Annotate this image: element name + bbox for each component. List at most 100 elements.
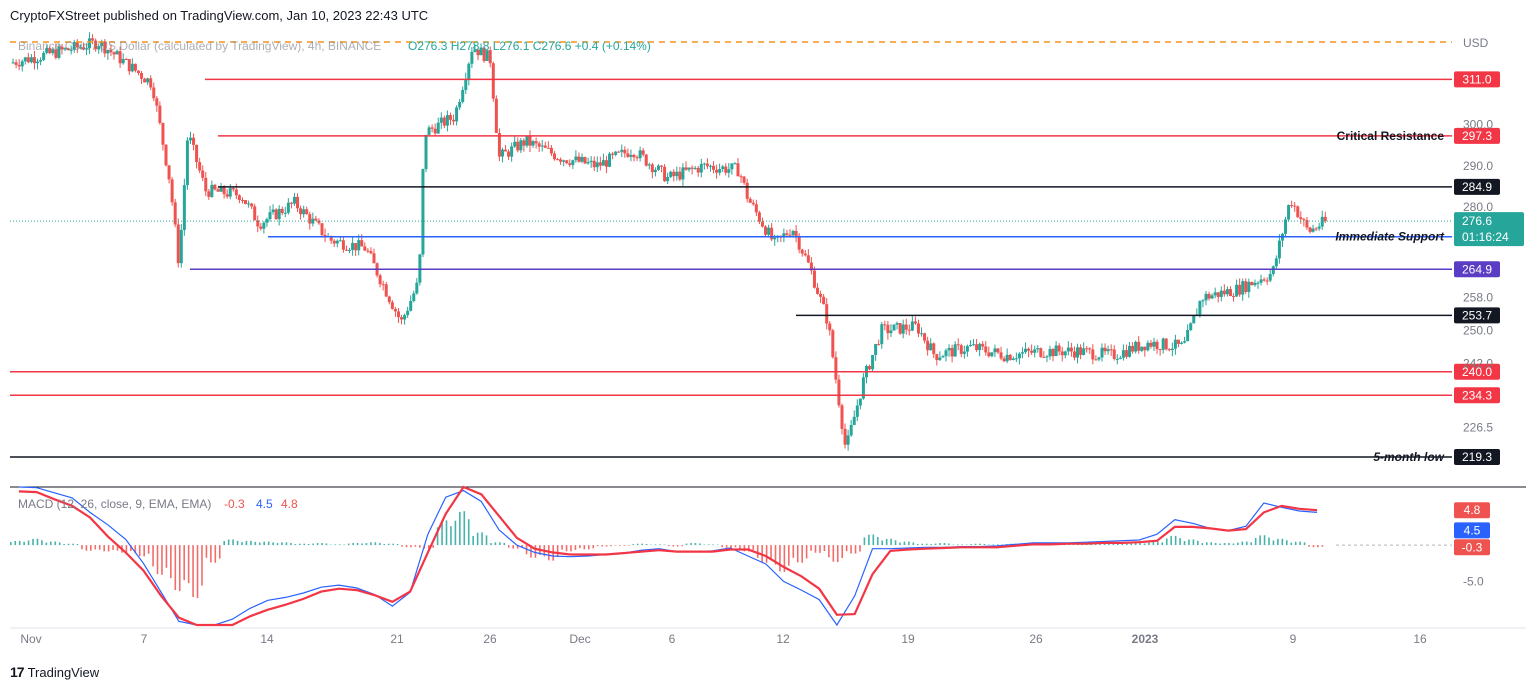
candle xyxy=(580,153,584,164)
candle xyxy=(1124,344,1128,359)
candle-body xyxy=(84,48,88,50)
candle xyxy=(608,151,612,168)
candle-body xyxy=(1265,280,1269,282)
candle xyxy=(1020,347,1024,359)
candle-body xyxy=(1002,358,1006,362)
candle xyxy=(880,321,884,349)
candle-body xyxy=(1238,284,1242,295)
candle xyxy=(280,206,284,216)
candle-body xyxy=(344,249,348,251)
candle xyxy=(623,146,627,158)
candle xyxy=(715,164,719,179)
candle-body xyxy=(782,233,786,237)
macd-hist-bar xyxy=(703,544,706,546)
level-253.7: 253.7 xyxy=(796,307,1500,324)
candle-body xyxy=(17,64,21,67)
candle xyxy=(1039,347,1043,359)
candle-body xyxy=(109,50,113,53)
candle xyxy=(1149,340,1153,349)
candle-body xyxy=(1042,356,1046,358)
candle-body xyxy=(916,323,920,334)
price-tag-bg xyxy=(1454,449,1500,466)
candle-body xyxy=(693,167,697,169)
macd-hist-bar xyxy=(370,542,372,546)
x-tick-label: 2023 xyxy=(1132,632,1159,646)
candle-body xyxy=(975,344,979,351)
candle xyxy=(1036,345,1040,353)
macd-hist-bar xyxy=(952,544,955,546)
candle xyxy=(1008,353,1012,361)
macd-pane[interactable]: MACD (12, 26, close, 9, EMA, EMA) -0.3 4.5… xyxy=(10,485,1526,627)
time-axis[interactable]: Nov 7 14 21 26 Dec 6 12 19 26 2023 9 16 xyxy=(10,627,1526,646)
candle-body xyxy=(1204,293,1208,301)
price-tag-label: 240.0 xyxy=(1462,365,1492,379)
price-axis[interactable]: USD 300.0 290.0 280.0 258.0 250.0 242.0 226.5 27… xyxy=(1454,36,1524,434)
candle-body xyxy=(595,162,599,168)
price-tag: 284.9 xyxy=(1454,178,1500,195)
candle xyxy=(1201,299,1205,308)
candle-body xyxy=(286,202,290,213)
candle xyxy=(819,290,823,304)
macd-hist-bar xyxy=(130,545,132,552)
candle xyxy=(822,293,826,305)
macd-hist-bar xyxy=(845,545,848,552)
candle-body xyxy=(448,115,452,120)
candle-body xyxy=(549,147,553,154)
candle-body xyxy=(932,343,936,355)
candle-body xyxy=(834,357,838,380)
candle-body xyxy=(143,78,147,83)
candle-body xyxy=(1259,279,1263,283)
candle xyxy=(124,57,128,60)
candle-body xyxy=(874,344,878,356)
candle-body xyxy=(452,119,456,122)
macd-hist-bar xyxy=(712,544,715,546)
candle-body xyxy=(1024,348,1028,353)
candle xyxy=(663,164,667,182)
candle xyxy=(253,203,257,221)
macd-hist-bar xyxy=(988,544,990,546)
candle-body xyxy=(1235,284,1239,297)
candle xyxy=(965,344,969,357)
last-price-tag[interactable]: 276.6 01:16:24 xyxy=(1454,212,1524,247)
candle xyxy=(843,423,847,449)
candle xyxy=(1060,346,1064,362)
macd-hist-bar xyxy=(921,543,924,546)
candle xyxy=(78,44,82,50)
candle xyxy=(1195,308,1199,316)
candle-body xyxy=(773,237,777,240)
candle-body xyxy=(730,163,734,170)
candle xyxy=(1192,315,1196,324)
candle-body xyxy=(757,212,761,222)
candle xyxy=(1063,350,1067,359)
macd-hist-bar xyxy=(805,545,808,559)
candle xyxy=(1042,351,1046,358)
candle-body xyxy=(458,101,462,108)
candle xyxy=(130,58,134,73)
candle-body xyxy=(712,165,716,170)
x-tick-label: 26 xyxy=(1029,632,1043,646)
macd-hist-bar xyxy=(485,535,488,546)
candle xyxy=(892,324,896,331)
candle xyxy=(886,320,890,340)
candle-body xyxy=(559,159,563,162)
candle-body xyxy=(739,176,743,178)
macd-hist-bar xyxy=(10,542,12,546)
macd-hist-bar xyxy=(365,543,368,546)
candle xyxy=(678,166,682,182)
candle xyxy=(476,49,480,61)
macd-hist-bar xyxy=(721,545,723,548)
candle xyxy=(1302,217,1306,227)
candle xyxy=(868,364,872,371)
candle-body xyxy=(277,208,281,220)
candle xyxy=(161,122,165,151)
macd-hist-bar xyxy=(934,543,937,546)
candle-body xyxy=(155,98,159,106)
x-tick-label: 9 xyxy=(1290,632,1297,646)
candle xyxy=(1265,277,1269,285)
candle xyxy=(904,318,908,335)
candle-body xyxy=(653,169,657,173)
x-tick-label: 7 xyxy=(141,632,148,646)
candle-body xyxy=(488,50,492,64)
candle-body xyxy=(516,141,520,151)
